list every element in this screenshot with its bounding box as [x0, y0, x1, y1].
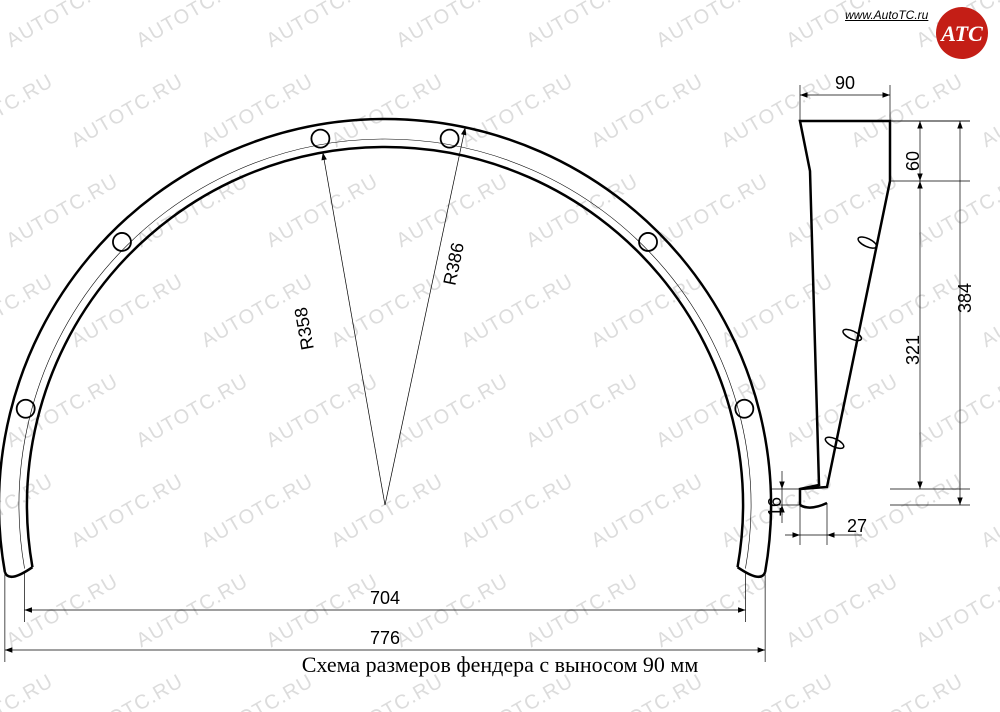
profile-hole: [857, 235, 879, 251]
svg-text:16: 16: [765, 497, 785, 517]
svg-text:321: 321: [903, 335, 923, 365]
caption: Схема размеров фендера с выносом 90 мм: [0, 652, 1000, 678]
brand-mark: ATC: [935, 6, 990, 61]
svg-text:90: 90: [835, 73, 855, 93]
svg-text:R386: R386: [439, 241, 468, 287]
svg-text:R358: R358: [291, 306, 318, 352]
mounting-hole: [639, 233, 657, 251]
brand-logo: www.AutoTC.ru ATC: [845, 6, 990, 61]
svg-text:776: 776: [370, 628, 400, 648]
profile-outline: [800, 121, 890, 505]
svg-text:384: 384: [955, 283, 975, 313]
brand-url: www.AutoTC.ru: [845, 8, 928, 22]
svg-text:ATC: ATC: [939, 21, 983, 46]
svg-text:27: 27: [847, 516, 867, 536]
mounting-hole: [113, 233, 131, 251]
svg-text:704: 704: [370, 588, 400, 608]
svg-text:60: 60: [903, 151, 923, 171]
technical-drawing: R358 R386 704 776 90 60 321 384 16 27: [0, 0, 1000, 712]
